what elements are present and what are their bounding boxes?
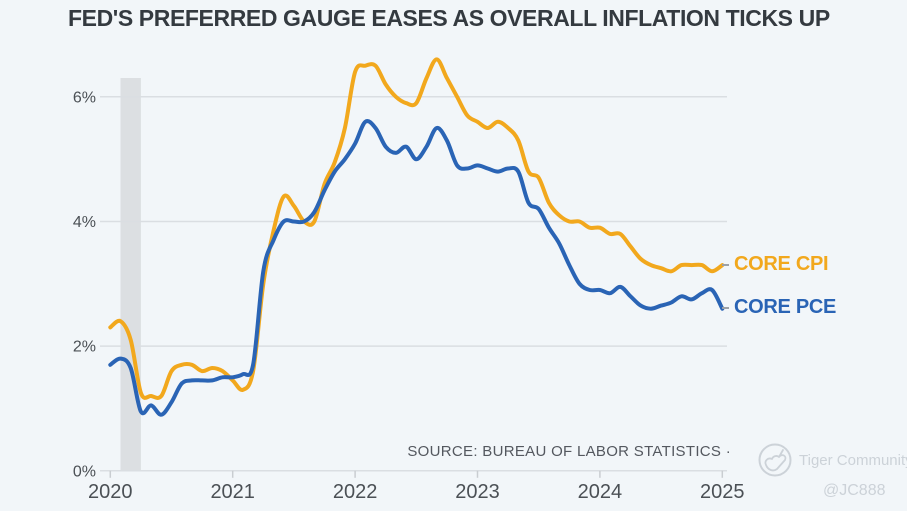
core-cpi-label-text: CORE CPI bbox=[734, 253, 829, 275]
x-tick-label: 2023 bbox=[455, 481, 500, 503]
x-tick-label: 2025 bbox=[700, 481, 745, 503]
watermark-community-text: Tiger Community bbox=[799, 452, 907, 469]
source-note: SOURCE: BUREAU OF LABOR STATISTICS · bbox=[407, 443, 731, 460]
core-pce-label-text: CORE PCE bbox=[734, 296, 837, 318]
tiger-logo-icon bbox=[758, 443, 792, 477]
label-dash bbox=[722, 263, 729, 266]
x-tick-label: 2022 bbox=[333, 481, 378, 503]
label-dash bbox=[722, 306, 729, 309]
recession-band bbox=[120, 78, 141, 471]
y-tick-label: 2% bbox=[73, 339, 96, 356]
core-cpi-line-label: CORE CPI bbox=[722, 253, 829, 276]
watermark-handle-text: @JC888 bbox=[823, 482, 886, 499]
watermark: Tiger Community @JC888 bbox=[755, 440, 907, 505]
y-tick-label: 6% bbox=[73, 89, 96, 106]
x-tick-label: 2021 bbox=[210, 481, 255, 503]
x-tick-label: 2024 bbox=[578, 481, 623, 503]
core-pce-line bbox=[108, 119, 725, 417]
core-pce-line-label: CORE PCE bbox=[722, 296, 836, 319]
y-tick-label: 0% bbox=[73, 463, 96, 480]
x-tick-label: 2020 bbox=[88, 481, 133, 503]
y-tick-label: 4% bbox=[73, 214, 96, 231]
chart-title: FED'S PREFERRED GAUGE EASES AS OVERALL I… bbox=[68, 5, 830, 31]
core-cpi-line bbox=[108, 57, 725, 400]
